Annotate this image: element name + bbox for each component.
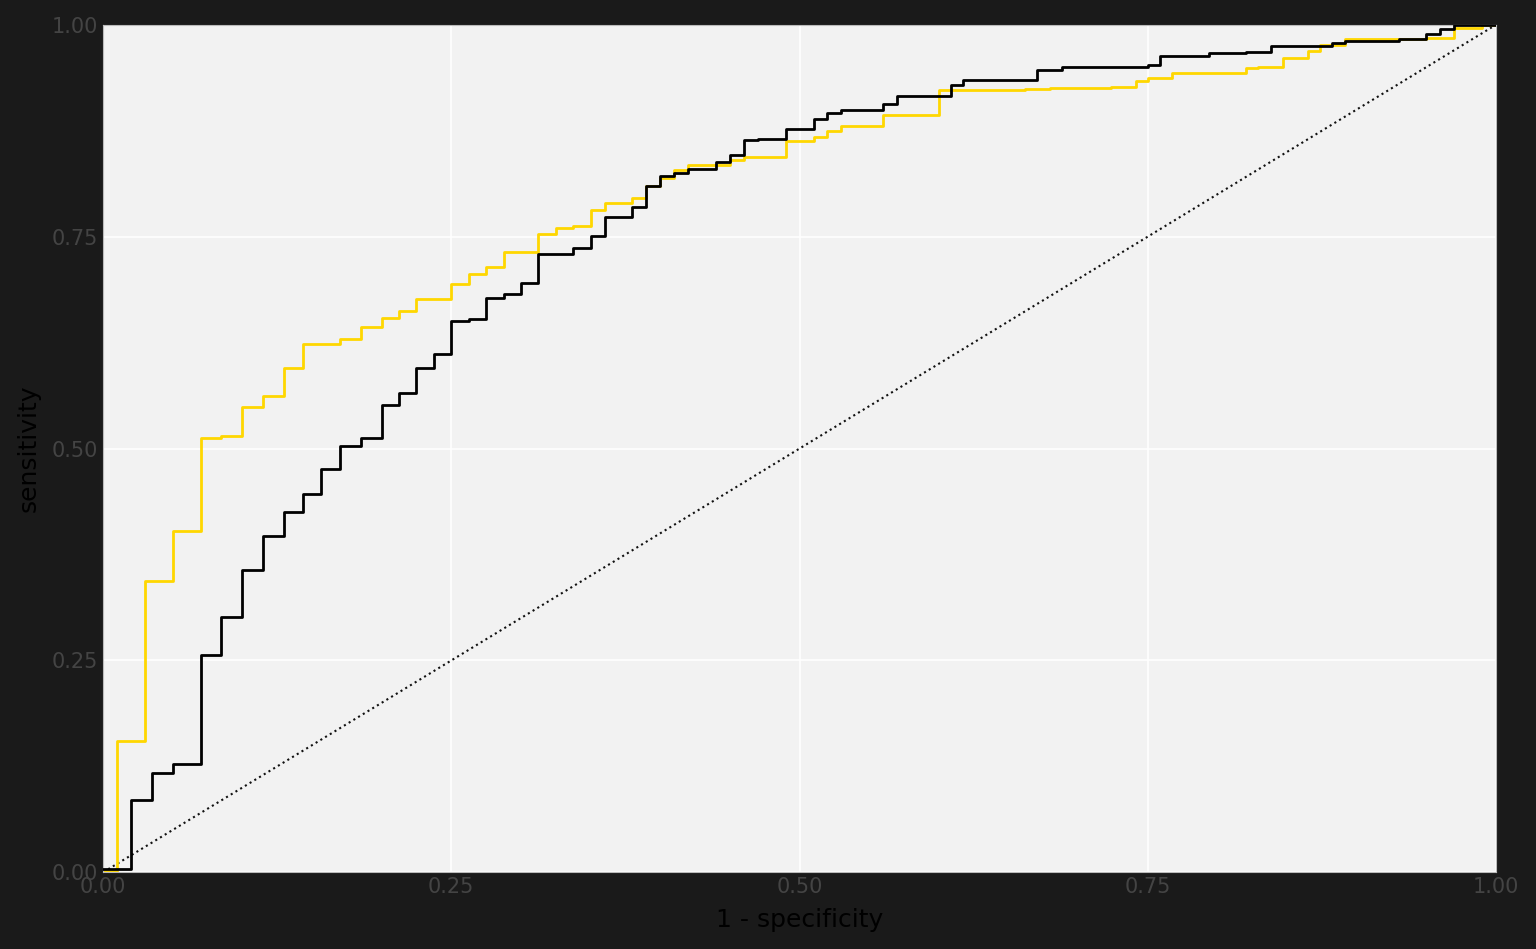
X-axis label: 1 - specificity: 1 - specificity: [716, 908, 883, 932]
Y-axis label: sensitivity: sensitivity: [17, 384, 40, 512]
